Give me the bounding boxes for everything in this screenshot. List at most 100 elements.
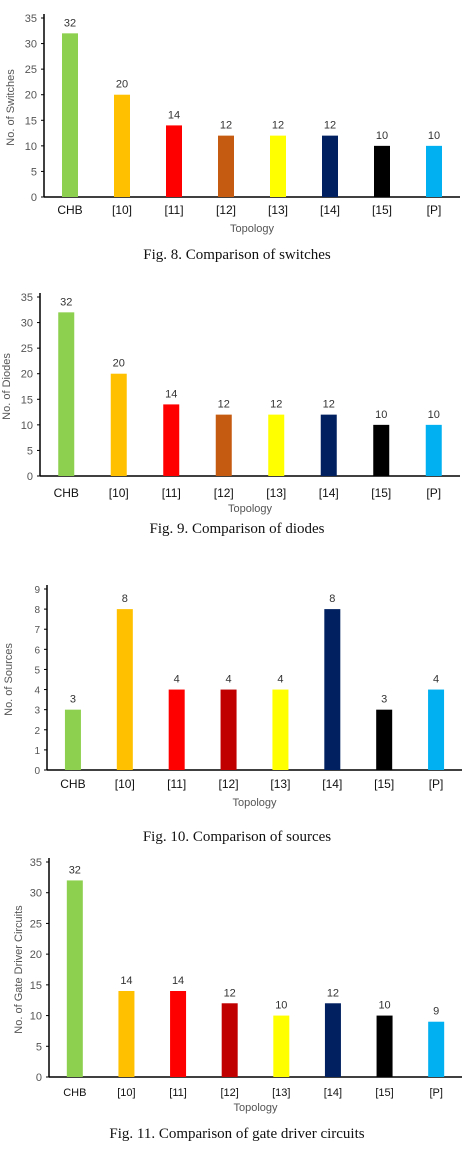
fig11-caption: Fig. 11. Comparison of gate driver circu… [109,1126,365,1142]
bar [116,609,133,770]
bar [66,880,83,1077]
data-label: 20 [113,358,125,370]
data-label: 8 [329,593,335,605]
x-tick-label: [12] [221,1087,239,1099]
y-tick-label: 10 [21,420,33,432]
y-tick-label: 25 [21,343,33,355]
y-tick-label: 8 [34,605,40,616]
x-tick-label: [11] [167,777,186,791]
y-tick-label: 9 [34,585,40,596]
y-tick-label: 0 [34,766,40,777]
bar [218,135,234,197]
fig8-caption: Fig. 8. Comparison of switches [143,247,331,263]
x-tick-label: [15] [371,486,391,500]
bar [58,312,75,476]
x-tick-label: [P] [429,777,444,791]
data-label: 20 [116,79,128,91]
bar [64,709,81,770]
y-tick-label: 35 [25,13,37,25]
data-label: 4 [277,674,283,686]
x-axis-title: Topology [233,1102,278,1114]
data-label: 32 [69,864,81,876]
y-tick-label: 25 [25,64,37,76]
x-tick-label: [10] [115,777,135,791]
bar [426,145,442,197]
y-tick-label: 35 [21,292,33,304]
y-tick-label: 20 [30,949,42,961]
bar [220,689,237,770]
bar [110,373,127,476]
bar [114,94,130,197]
data-label: 12 [270,399,282,411]
x-axis-title: Topology [228,503,273,515]
x-tick-label: [15] [374,777,394,791]
data-label: 12 [224,987,236,999]
data-label: 3 [70,694,76,706]
data-label: 3 [381,694,387,706]
y-tick-label: 5 [31,166,37,178]
x-tick-label: [15] [375,1087,393,1099]
bar [376,709,393,770]
fig10-caption: Fig. 10. Comparison of sources [142,829,332,845]
bar [168,689,185,770]
x-tick-label: [P] [427,203,442,217]
y-axis-title: No. of Sources [3,643,15,716]
data-label: 14 [168,109,180,121]
bar [374,145,390,197]
bar [320,414,337,476]
y-tick-label: 15 [21,394,33,406]
y-tick-label: 7 [34,625,40,636]
data-label: 9 [433,1006,439,1018]
bar [170,991,187,1077]
data-label: 12 [272,120,284,132]
x-tick-label: [12] [219,777,239,791]
data-label: 32 [64,17,76,29]
bar [428,1021,445,1077]
x-tick-label: [13] [272,1087,290,1099]
data-label: 4 [174,674,180,686]
y-tick-label: 10 [30,1011,42,1023]
x-tick-label: [P] [426,486,441,500]
data-label: 14 [120,975,132,987]
x-tick-label: [14] [320,203,340,217]
bar [62,33,78,197]
x-tick-label: [P] [429,1087,442,1099]
bar [425,424,442,476]
x-tick-label: [10] [117,1087,135,1099]
data-label: 12 [324,120,336,132]
x-tick-label: [11] [164,203,183,217]
y-tick-label: 6 [34,645,40,656]
x-tick-label: [10] [109,486,129,500]
data-label: 8 [122,593,128,605]
y-tick-label: 0 [31,192,37,204]
bar [163,404,180,476]
x-tick-label: [13] [270,777,290,791]
y-axis-title: No. of Gate Driver Circuits [13,905,25,1034]
data-label: 10 [378,1000,390,1012]
x-tick-label: [13] [266,486,286,500]
y-tick-label: 30 [21,318,33,330]
data-label: 10 [376,130,388,142]
y-tick-label: 25 [30,918,42,930]
x-tick-label: [10] [112,203,132,217]
bar [373,424,390,476]
y-tick-label: 0 [36,1072,42,1084]
y-tick-label: 20 [25,90,37,102]
data-label: 14 [172,975,184,987]
data-label: 12 [327,987,339,999]
x-tick-label: [13] [268,203,288,217]
y-tick-label: 5 [27,445,33,457]
fig9-caption: Fig. 9. Comparison of diodes [149,521,325,537]
bar [273,1015,290,1077]
x-tick-label: [14] [322,777,342,791]
bar [324,609,341,770]
data-label: 10 [428,409,440,421]
data-label: 12 [323,399,335,411]
x-tick-label: [12] [216,203,236,217]
y-tick-label: 15 [25,115,37,127]
bar [376,1015,393,1077]
